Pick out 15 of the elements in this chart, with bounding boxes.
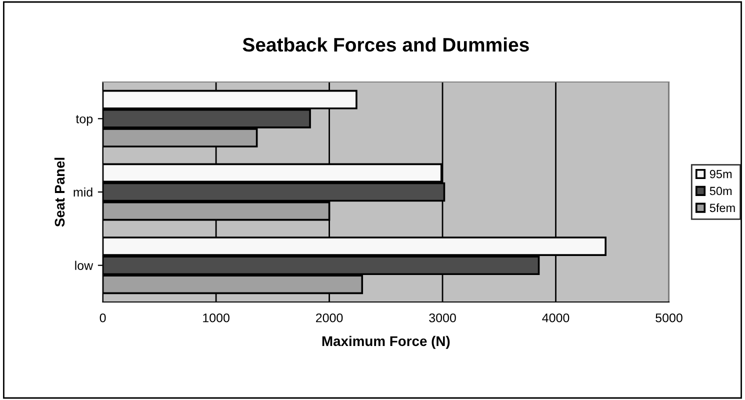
x-tick-label: 0	[100, 313, 106, 322]
x-tick-label: 5000	[656, 313, 682, 322]
x-tick-label: 2000	[316, 313, 343, 322]
y-tick-label: low	[75, 260, 94, 270]
x-axis-title: Maximum Force (N)	[322, 336, 450, 349]
chart-title: Seatback Forces and Dummies	[242, 37, 529, 52]
x-tick-label: 1000	[203, 313, 230, 322]
legend-label: 50m	[710, 186, 732, 196]
x-tick-label: 3000	[429, 313, 456, 322]
x-tick-label: 4000	[542, 313, 570, 322]
y-tick-label: mid	[74, 187, 92, 197]
legend-label: 5fem	[710, 203, 735, 212]
y-axis-title: Seat Panel	[54, 158, 65, 227]
legend-label: 95m	[710, 170, 732, 178]
y-tick-label: top	[76, 115, 93, 126]
